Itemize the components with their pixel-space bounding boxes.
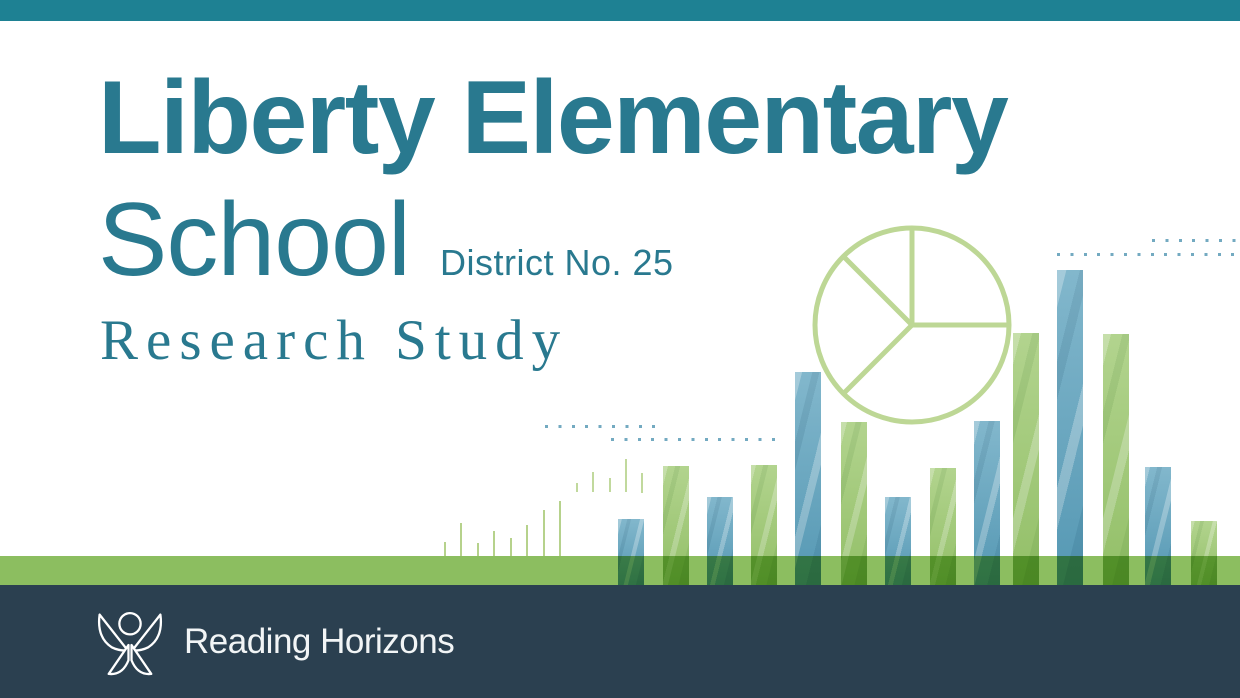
tick-line-decor <box>477 543 479 556</box>
dash-line-decor <box>576 483 578 492</box>
dash-line-decor <box>609 478 611 492</box>
decor-bar-green <box>1013 333 1039 585</box>
tick-line-decor <box>526 525 528 556</box>
decor-bar-teal <box>795 372 821 585</box>
tick-line-decor <box>510 538 512 556</box>
district-label: District No. 25 <box>440 242 674 283</box>
dotted-line-decor <box>611 438 785 441</box>
dotted-line-decor <box>545 425 660 428</box>
decor-bar-teal <box>1057 270 1083 585</box>
dotted-line-decor <box>1152 239 1240 242</box>
decor-bar-green <box>1103 334 1129 585</box>
pie-chart-icon <box>812 225 1012 425</box>
subtitle: Research Study <box>100 309 569 372</box>
footer-bar: Reading Horizons <box>0 585 1240 698</box>
tick-line-decor <box>460 523 462 556</box>
dotted-line-decor <box>1057 253 1240 256</box>
page-title: Liberty Elementary <box>98 60 1009 176</box>
tick-line-decor <box>444 542 446 556</box>
reading-horizons-logo-icon <box>97 611 163 675</box>
tick-line-decor <box>559 501 561 556</box>
dash-line-decor <box>625 459 627 492</box>
tick-line-decor <box>543 510 545 556</box>
dash-line-decor <box>641 473 643 493</box>
tick-line-decor <box>493 531 495 556</box>
brand-name: Reading Horizons <box>184 622 455 661</box>
title-line-2-row: School District No. 25 <box>98 188 674 292</box>
page-title-line-2: School <box>98 182 411 298</box>
top-accent-bar <box>0 0 1240 21</box>
dash-line-decor <box>592 472 594 492</box>
green-band <box>0 556 1240 585</box>
